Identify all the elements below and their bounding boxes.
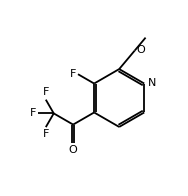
Text: O: O	[136, 45, 145, 55]
Text: O: O	[69, 145, 77, 155]
Text: F: F	[70, 69, 77, 79]
Text: F: F	[43, 87, 49, 97]
Text: F: F	[30, 108, 36, 118]
Text: F: F	[43, 129, 49, 139]
Text: N: N	[148, 78, 156, 88]
